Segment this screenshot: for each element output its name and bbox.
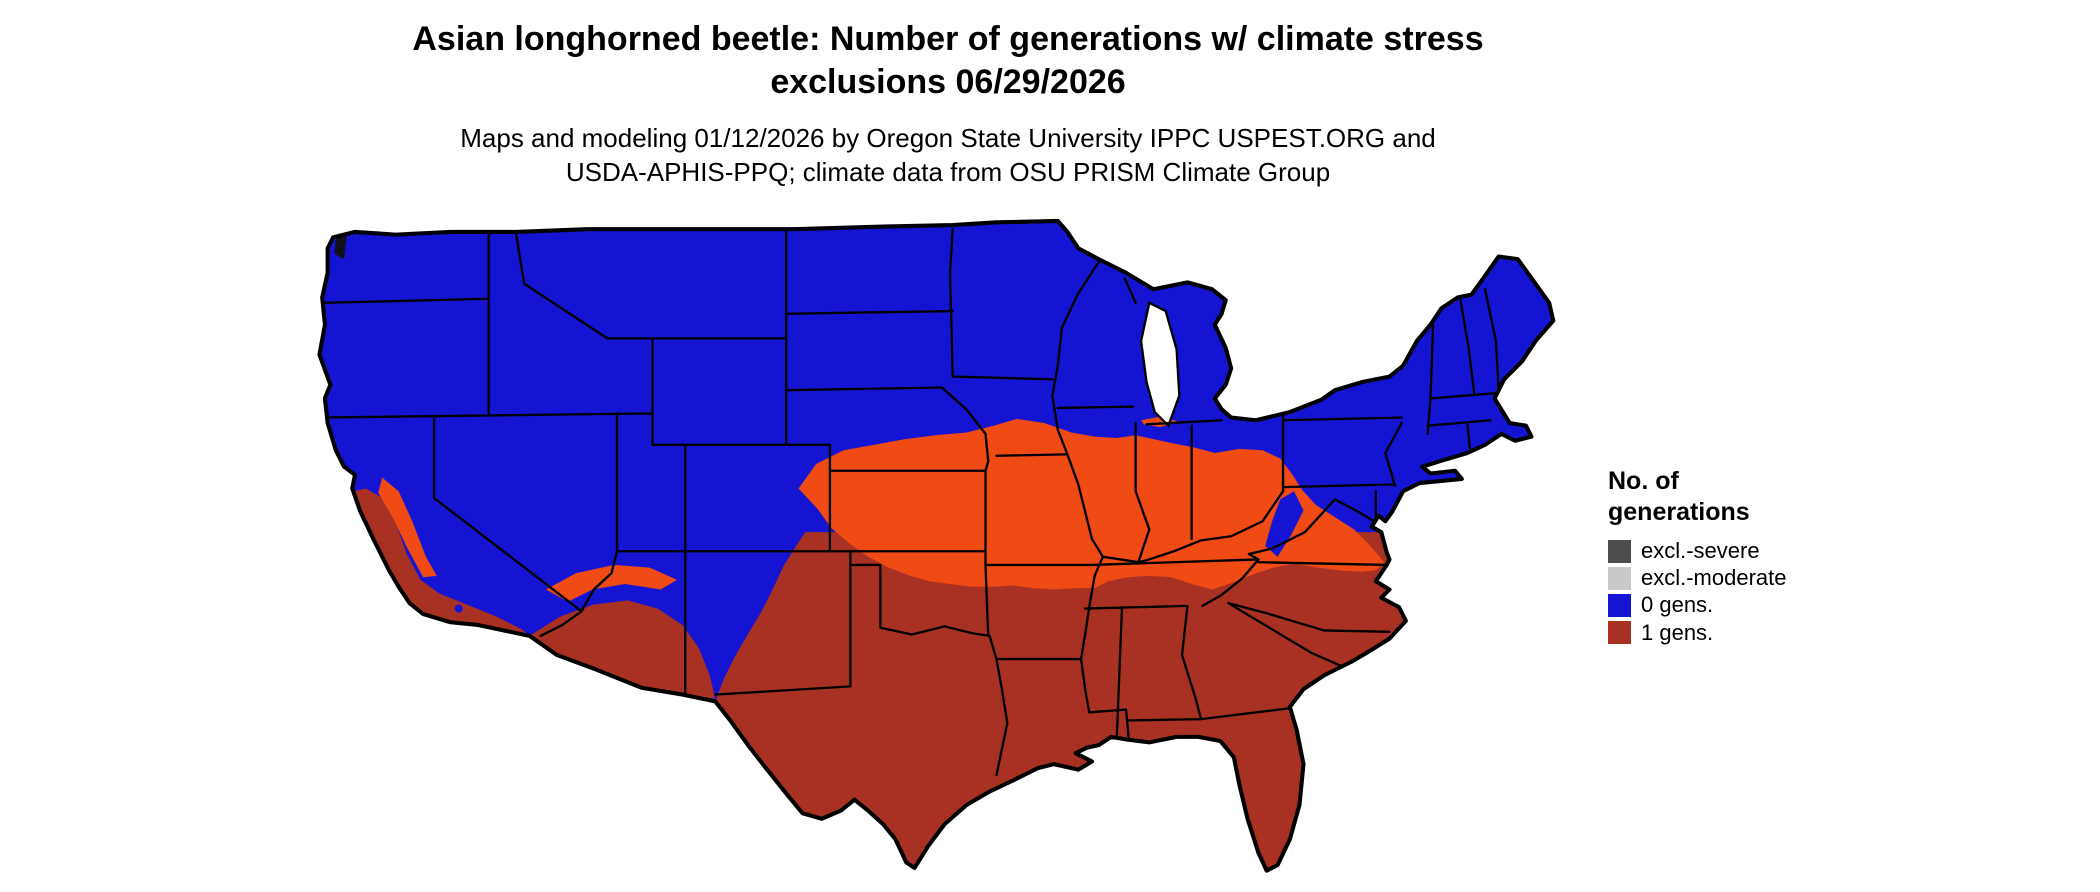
state-borders — [319, 228, 1500, 777]
salton-sea-icon — [454, 604, 463, 613]
map-fill-layers — [319, 220, 1554, 871]
legend-swatch-excl-moderate — [1608, 566, 1631, 590]
legend-title-line-1: No. of — [1608, 467, 1679, 495]
legend-label-0-gens: 0 gens. — [1641, 592, 1714, 618]
lake-michigan — [1139, 301, 1181, 428]
page-title-line-2: exclusions 06/29/2026 — [770, 62, 1126, 101]
legend-title-line-2: generations — [1608, 497, 1750, 526]
legend-item-excl-severe: excl.-severe — [1608, 538, 1787, 563]
page-subtitle-line-1: Maps and modeling 01/12/2026 by Oregon S… — [460, 123, 1436, 153]
legend-title: No. of generations — [1608, 466, 1787, 527]
fill-one-generation — [353, 488, 1406, 871]
page-subtitle: Maps and modeling 01/12/2026 by Oregon S… — [0, 121, 1896, 190]
fill-appalachian-blue-pocket — [1265, 491, 1304, 557]
page-title: Asian longhorned beetle: Number of gener… — [0, 18, 1896, 103]
page-title-line-1: Asian longhorned beetle: Number of gener… — [412, 20, 1484, 58]
legend-swatch-excl-severe — [1608, 539, 1631, 563]
legend-swatch-0-gens — [1608, 593, 1631, 617]
map-legend: No. of generations excl.-severe excl.-mo… — [1608, 466, 1787, 648]
figure-header: Asian longhorned beetle: Number of gener… — [0, 18, 1896, 190]
legend-item-0-gens: 0 gens. — [1608, 593, 1787, 617]
legend-swatch-1-gens — [1608, 621, 1631, 645]
us-outline — [317, 218, 1556, 873]
puget-sound-icon — [334, 234, 347, 260]
legend-item-1-gens: 1 gens. — [1608, 619, 1787, 645]
page-subtitle-line-2: USDA-APHIS-PPQ; climate data from OSU PR… — [565, 157, 1331, 188]
legend-label-excl-moderate: excl.-moderate — [1641, 565, 1787, 591]
fill-partial-generation-band — [378, 416, 1385, 602]
legend-label-excl-severe: excl.-severe — [1641, 538, 1760, 563]
legend-item-excl-moderate: excl.-moderate — [1608, 565, 1787, 591]
legend-label-1-gens: 1 gens. — [1641, 619, 1714, 645]
us-generations-map — [317, 218, 1556, 873]
